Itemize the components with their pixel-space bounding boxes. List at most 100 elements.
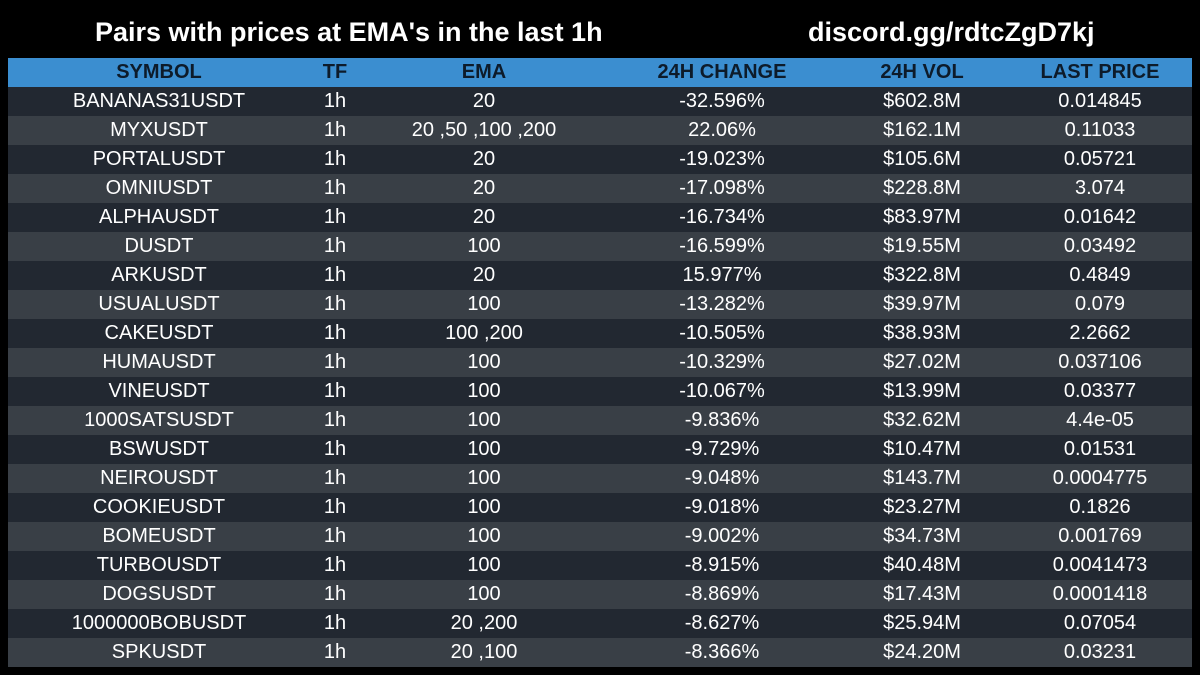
cell-last-price: 0.079 [1074, 293, 1126, 315]
cell-ema: 100 [467, 351, 501, 373]
ema-pairs-table: SYMBOL TF EMA 24H CHANGE 24H VOL LAST PR… [8, 58, 1192, 667]
cell-symbol: COOKIEUSDT [92, 496, 226, 518]
cell-ema: 20 [472, 206, 496, 228]
table-row: BOMEUSDT 1h 100 -9.002% $34.73M 0.001769 [8, 522, 1192, 551]
cell-tf: 1h [323, 496, 347, 518]
cell-tf: 1h [323, 409, 347, 431]
cell-24h-change: -32.596% [679, 90, 765, 112]
cell-tf: 1h [323, 322, 347, 344]
cell-24h-change: -9.048% [684, 467, 760, 489]
table-row: MYXUSDT 1h 20 ,50 ,100 ,200 22.06% $162.1M 0.… [8, 116, 1192, 145]
cell-24h-vol: $83.97M [883, 206, 961, 228]
cell-24h-change: -8.915% [684, 554, 760, 576]
table-row: USUALUSDT 1h 100 -13.282% $39.97M 0.079 [8, 290, 1192, 319]
cell-symbol: BSWUSDT [109, 438, 209, 460]
cell-symbol: CAKEUSDT [104, 322, 214, 344]
cell-24h-change: -10.067% [679, 380, 765, 402]
cell-tf: 1h [323, 583, 347, 605]
cell-symbol: USUALUSDT [98, 293, 220, 315]
cell-ema: 100 ,200 [445, 322, 523, 344]
cell-last-price: 0.4849 [1069, 264, 1131, 286]
cell-tf: 1h [323, 235, 347, 257]
cell-last-price: 2.2662 [1069, 322, 1131, 344]
cell-last-price: 0.11033 [1064, 119, 1136, 141]
table-row: BSWUSDT 1h 100 -9.729% $10.47M 0.01531 [8, 435, 1192, 464]
table-header-row: SYMBOL TF EMA 24H CHANGE 24H VOL LAST PR… [8, 58, 1192, 87]
cell-24h-change: -9.729% [684, 438, 760, 460]
cell-tf: 1h [323, 351, 347, 373]
cell-symbol: PORTALUSDT [92, 148, 226, 170]
table-row: PORTALUSDT 1h 20 -19.023% $105.6M 0.05721 [8, 145, 1192, 174]
table-row: 1000000BOBUSDT 1h 20 ,200 -8.627% $25.94M 0.0… [8, 609, 1192, 638]
cell-symbol: BOMEUSDT [102, 525, 216, 547]
cell-24h-change: -9.002% [684, 525, 760, 547]
cell-symbol: 1000000BOBUSDT [71, 612, 247, 634]
cell-24h-vol: $19.55M [883, 235, 961, 257]
cell-24h-change: -13.282% [679, 293, 765, 315]
cell-24h-vol: $13.99M [883, 380, 961, 402]
cell-tf: 1h [323, 206, 347, 228]
cell-tf: 1h [323, 554, 347, 576]
cell-last-price: 0.01642 [1063, 206, 1137, 228]
cell-last-price: 0.0001418 [1052, 583, 1148, 605]
cell-tf: 1h [323, 119, 347, 141]
cell-24h-change: -8.627% [684, 612, 760, 634]
cell-symbol: TURBOUSDT [96, 554, 222, 576]
table-row: DUSDT 1h 100 -16.599% $19.55M 0.03492 [8, 232, 1192, 261]
cell-tf: 1h [323, 177, 347, 199]
cell-symbol: OMNIUSDT [105, 177, 213, 199]
cell-24h-change: -8.869% [684, 583, 760, 605]
cell-last-price: 0.0041473 [1052, 554, 1148, 576]
column-header-tf: TF [322, 61, 348, 83]
cell-symbol: ALPHAUSDT [98, 206, 220, 228]
cell-last-price: 4.4e-05 [1066, 409, 1134, 431]
cell-tf: 1h [323, 438, 347, 460]
cell-24h-change: -10.329% [679, 351, 765, 373]
column-header-24h-change: 24H CHANGE [657, 61, 787, 83]
table-row: ALPHAUSDT 1h 20 -16.734% $83.97M 0.01642 [8, 203, 1192, 232]
cell-ema: 100 [467, 554, 501, 576]
cell-24h-change: -16.734% [679, 206, 765, 228]
column-header-24h-vol: 24H VOL [880, 61, 964, 83]
cell-24h-vol: $34.73M [883, 525, 961, 547]
cell-symbol: SPKUSDT [111, 641, 207, 663]
cell-symbol: DUSDT [124, 235, 194, 257]
cell-24h-vol: $39.97M [883, 293, 961, 315]
cell-tf: 1h [323, 90, 347, 112]
cell-symbol: NEIROUSDT [100, 467, 218, 489]
cell-symbol: VINEUSDT [108, 380, 210, 402]
cell-last-price: 0.03231 [1063, 641, 1137, 663]
column-header-symbol: SYMBOL [116, 61, 202, 83]
cell-24h-vol: $105.6M [883, 148, 961, 170]
cell-24h-change: -9.836% [684, 409, 760, 431]
cell-last-price: 0.03377 [1063, 380, 1137, 402]
cell-symbol: BANANAS31USDT [72, 90, 246, 112]
cell-24h-vol: $322.8M [883, 264, 961, 286]
table-row: DOGSUSDT 1h 100 -8.869% $17.43M 0.0001418 [8, 580, 1192, 609]
cell-tf: 1h [323, 641, 347, 663]
table-row: TURBOUSDT 1h 100 -8.915% $40.48M 0.0041473 [8, 551, 1192, 580]
cell-24h-vol: $143.7M [883, 467, 961, 489]
table-row: SPKUSDT 1h 20 ,100 -8.366% $24.20M 0.03231 [8, 638, 1192, 667]
page-title: Pairs with prices at EMA's in the last 1… [95, 17, 603, 47]
cell-last-price: 0.0004775 [1052, 467, 1148, 489]
cell-24h-vol: $228.8M [883, 177, 961, 199]
cell-last-price: 0.05721 [1063, 148, 1137, 170]
cell-ema: 100 [467, 409, 501, 431]
cell-symbol: HUMAUSDT [102, 351, 216, 373]
cell-last-price: 0.037106 [1058, 351, 1142, 373]
cell-ema: 20 [472, 90, 496, 112]
table-row: CAKEUSDT 1h 100 ,200 -10.505% $38.93M 2.2662 [8, 319, 1192, 348]
cell-24h-vol: $10.47M [883, 438, 961, 460]
cell-24h-change: -10.505% [679, 322, 765, 344]
cell-ema: 100 [467, 438, 501, 460]
cell-ema: 20 [472, 264, 496, 286]
cell-last-price: 0.01531 [1063, 438, 1137, 460]
cell-24h-change: -19.023% [679, 148, 765, 170]
cell-last-price: 0.07054 [1063, 612, 1137, 634]
cell-tf: 1h [323, 612, 347, 634]
cell-ema: 100 [467, 380, 501, 402]
cell-24h-change: -9.018% [684, 496, 760, 518]
cell-24h-vol: $40.48M [883, 554, 961, 576]
table-row: OMNIUSDT 1h 20 -17.098% $228.8M 3.074 [8, 174, 1192, 203]
